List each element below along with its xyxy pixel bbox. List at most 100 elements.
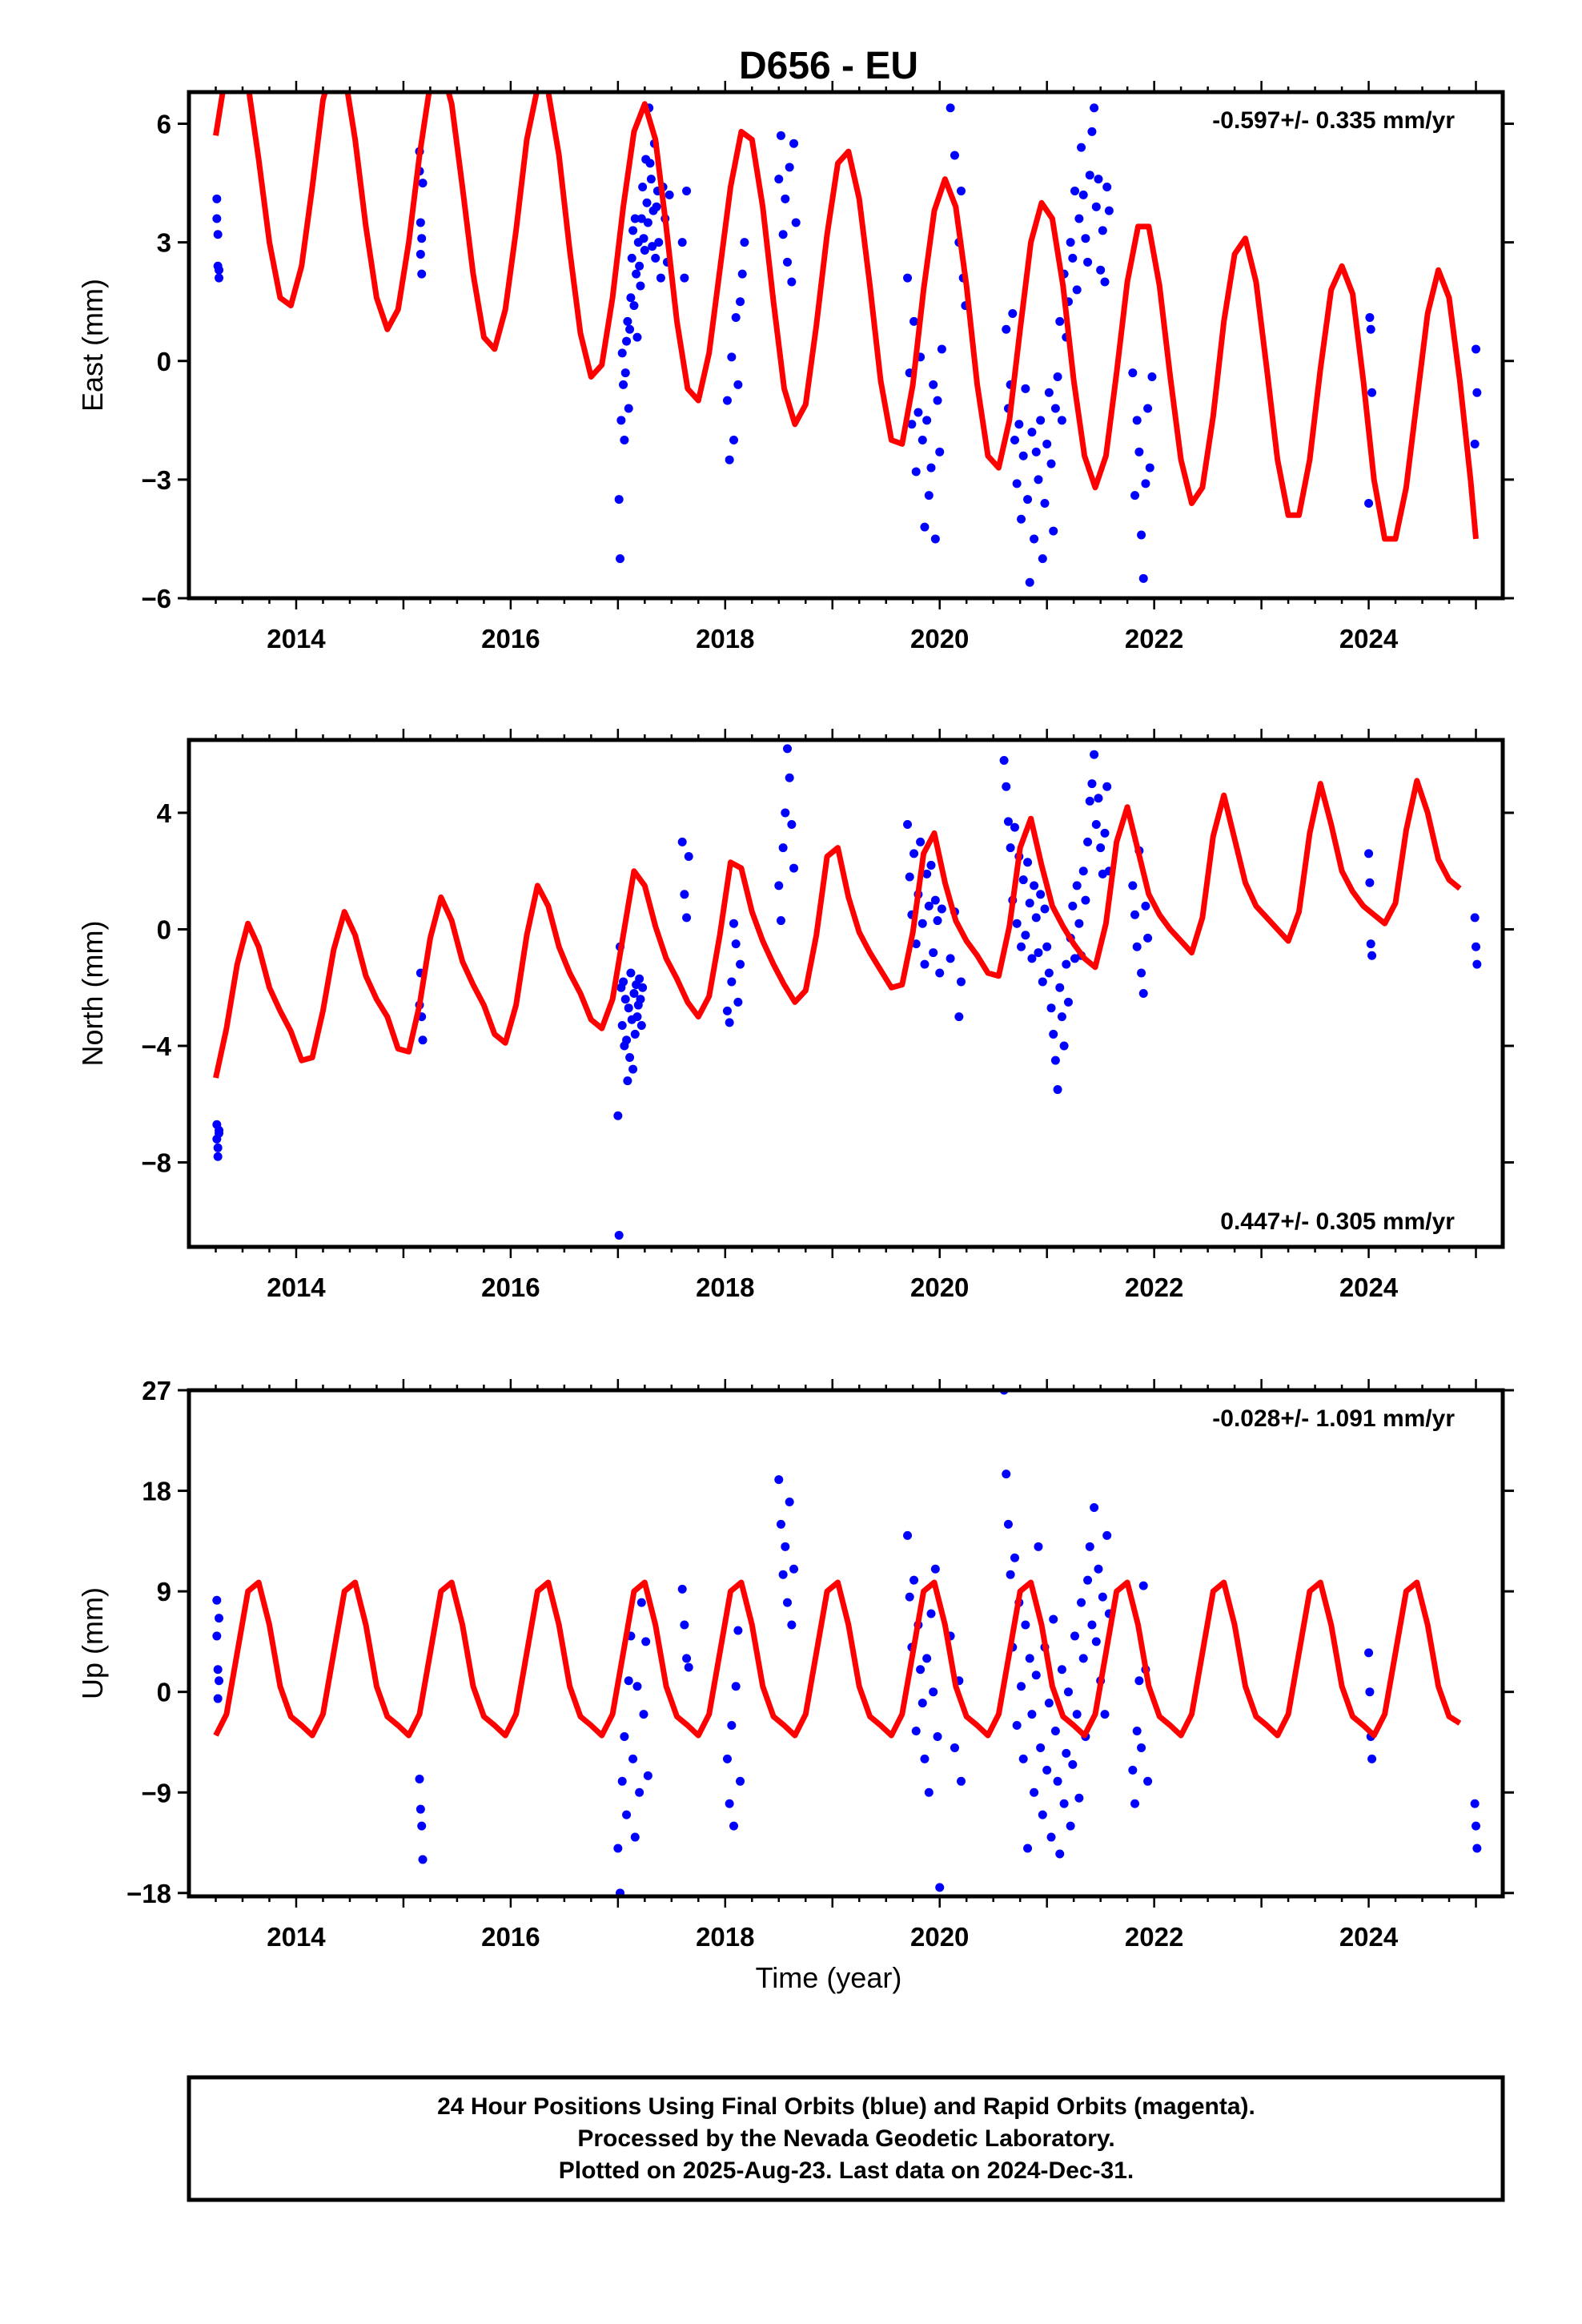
- data-point: [418, 179, 428, 188]
- data-point: [619, 380, 628, 389]
- data-point: [632, 332, 642, 342]
- data-point: [622, 1810, 632, 1819]
- x-tick-label: 2024: [1339, 624, 1399, 653]
- data-point: [785, 773, 794, 782]
- data-point: [1046, 1003, 1056, 1013]
- data-point: [1364, 499, 1374, 508]
- data-point: [1036, 416, 1046, 425]
- data-point: [787, 1620, 797, 1630]
- x-tick-label: 2014: [267, 1922, 326, 1952]
- data-point: [1072, 285, 1082, 295]
- data-point: [722, 396, 732, 405]
- data-point: [416, 1804, 425, 1814]
- panel-north: −8 −4 0 4 2014 2016 2018 2020 2022 2024 North (mm)…: [76, 729, 1514, 1302]
- data-point: [1081, 234, 1090, 243]
- data-point: [781, 1542, 790, 1551]
- data-point: [782, 257, 792, 267]
- data-point: [1078, 190, 1088, 199]
- data-point: [1141, 479, 1150, 489]
- data-point: [619, 977, 628, 987]
- data-point: [1072, 881, 1082, 891]
- data-point: [213, 1152, 223, 1161]
- model-curve: [213, 1579, 1462, 1739]
- data-point: [911, 1727, 921, 1736]
- data-point: [774, 881, 784, 891]
- data-point: [1130, 1799, 1140, 1808]
- data-point: [933, 1731, 942, 1741]
- data-point: [922, 416, 932, 425]
- data-point: [642, 198, 652, 207]
- data-point: [1365, 878, 1375, 887]
- data-point: [1063, 1687, 1073, 1697]
- data-point: [1367, 951, 1377, 960]
- data-point: [926, 860, 936, 870]
- data-point: [1143, 1776, 1153, 1786]
- data-point: [417, 234, 427, 243]
- data-point: [1102, 782, 1112, 791]
- data-point: [1100, 1710, 1110, 1719]
- x-tick-label: 2020: [910, 624, 969, 653]
- y-tick-label: −8: [141, 1148, 171, 1178]
- data-point: [417, 1821, 427, 1831]
- data-point: [922, 1654, 932, 1663]
- data-point: [682, 913, 692, 923]
- data-point: [950, 151, 959, 160]
- rate-annotation: 0.447+/- 0.305 mm/yr: [1220, 1208, 1455, 1235]
- data-point: [1040, 904, 1050, 914]
- data-point: [623, 1076, 632, 1086]
- data-point: [1049, 1614, 1058, 1624]
- data-point: [1017, 1682, 1026, 1691]
- x-tick-label: 2022: [1125, 624, 1183, 653]
- data-point: [1018, 1754, 1028, 1763]
- data-point: [624, 1676, 633, 1686]
- data-point: [1130, 491, 1140, 501]
- data-point: [1078, 1654, 1088, 1663]
- data-point: [946, 103, 955, 113]
- y-tick-label: 9: [157, 1577, 171, 1606]
- data-point: [929, 948, 938, 958]
- data-point: [916, 1665, 926, 1675]
- data-point: [628, 1064, 638, 1074]
- data-point: [1132, 416, 1142, 425]
- data-point: [1017, 514, 1026, 524]
- data-point: [1006, 843, 1015, 853]
- x-tick-label: 2016: [481, 1922, 540, 1952]
- data-point: [680, 1620, 689, 1630]
- data-point: [682, 1654, 692, 1663]
- data-point: [415, 1775, 424, 1784]
- data-point: [1055, 983, 1065, 992]
- data-point: [917, 436, 927, 444]
- data-point: [778, 843, 788, 853]
- data-point: [1072, 1710, 1082, 1719]
- data-point: [1003, 1519, 1013, 1529]
- x-axis-label: Time (year): [756, 1961, 902, 1994]
- data-point: [1143, 933, 1153, 943]
- data-point: [727, 1721, 737, 1731]
- x-tick-label: 2024: [1339, 1273, 1399, 1302]
- data-point: [1472, 942, 1481, 951]
- data-point: [1036, 1743, 1046, 1752]
- y-tick-label: 18: [142, 1477, 171, 1506]
- chart-title: D656 - EU: [739, 45, 918, 87]
- footer-line-3: Plotted on 2025-Aug-23. Last data on 202…: [559, 2157, 1134, 2184]
- data-point: [1074, 919, 1084, 928]
- x-tick-label: 2014: [267, 624, 326, 653]
- data-point: [1050, 1727, 1060, 1736]
- data-point: [1055, 1849, 1065, 1859]
- data-point: [1042, 1765, 1052, 1775]
- data-point: [1070, 186, 1080, 195]
- data-point: [736, 959, 745, 969]
- data-point: [617, 1021, 627, 1031]
- data-point: [639, 234, 648, 243]
- data-point: [617, 1776, 627, 1786]
- data-point: [1364, 1648, 1374, 1658]
- data-point: [1090, 1502, 1099, 1512]
- data-point: [1066, 1821, 1075, 1831]
- data-point: [736, 297, 745, 307]
- footer-line-1: 24 Hour Positions Using Final Orbits (bl…: [437, 2093, 1255, 2120]
- x-tick-label: 2018: [696, 1273, 754, 1302]
- y-tick-label: 0: [157, 1678, 171, 1707]
- observation-points: [212, 1390, 1482, 1896]
- data-point: [725, 455, 734, 464]
- data-point: [1057, 416, 1066, 425]
